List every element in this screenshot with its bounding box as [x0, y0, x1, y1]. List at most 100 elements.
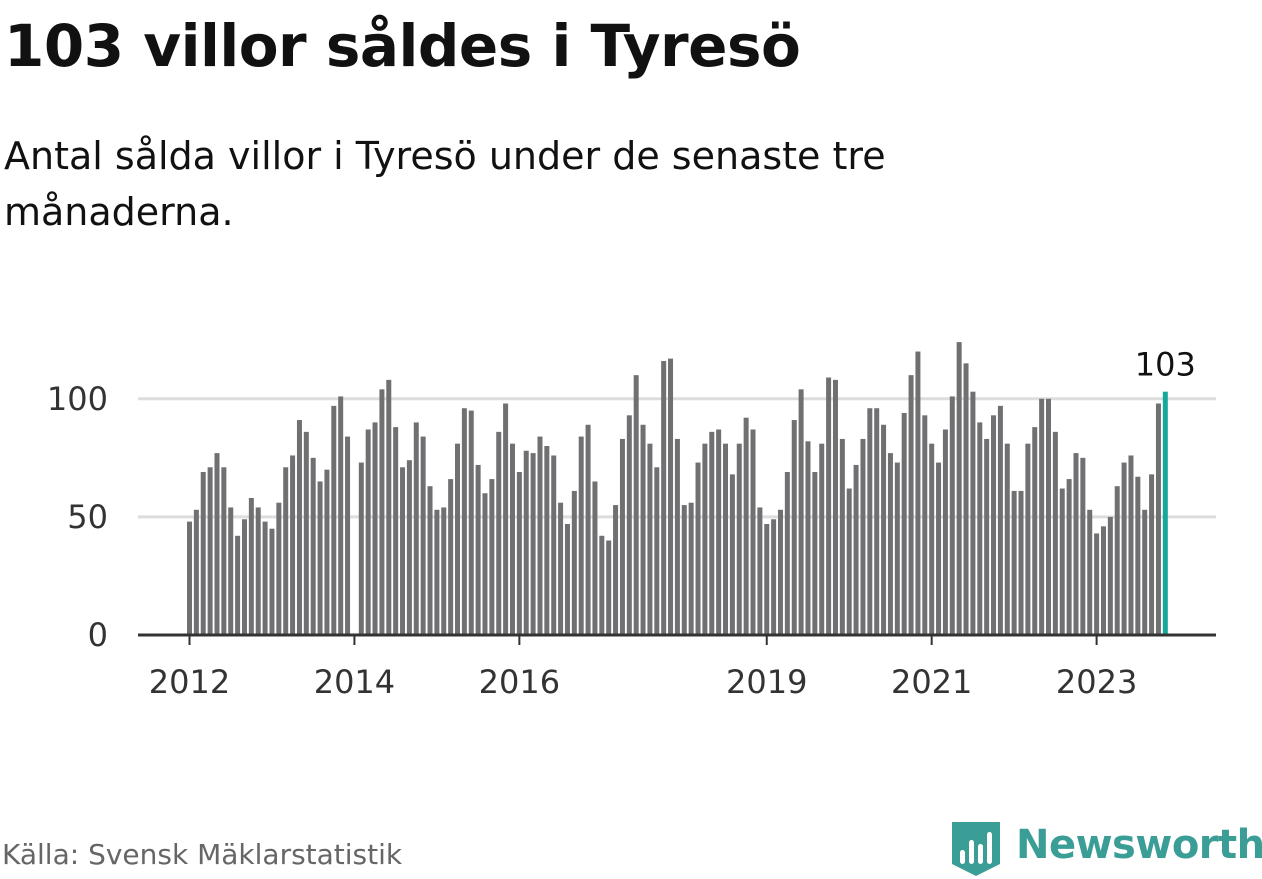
brand-name: Newsworthy: [1016, 822, 1262, 868]
bar: [640, 424, 646, 635]
bar: [1059, 488, 1065, 635]
bar: [400, 467, 406, 635]
bar: [1135, 476, 1141, 635]
bar: [523, 450, 529, 635]
bar: [949, 396, 955, 635]
bar: [881, 424, 887, 635]
bar: [991, 415, 997, 635]
bar: [1094, 533, 1100, 635]
bar: [310, 457, 316, 635]
bar: [255, 507, 261, 635]
bar: [262, 521, 268, 635]
bar: [1052, 431, 1058, 635]
bar: [331, 405, 337, 635]
bar: [839, 438, 845, 635]
bar-chart: 0 50 100 2012 2014 2016 2019 2021 2023 103: [47, 342, 1216, 701]
bar: [269, 528, 275, 635]
bar: [853, 464, 859, 635]
chart-title: 103 villor såldes i Tyresö: [4, 12, 801, 80]
x-axis: [138, 633, 1216, 645]
bar: [908, 375, 914, 635]
bar: [977, 422, 983, 635]
bar: [434, 509, 440, 635]
bar: [338, 396, 344, 635]
bar: [207, 467, 213, 635]
bar: [1004, 443, 1010, 635]
bar: [846, 488, 852, 635]
bar: [956, 342, 962, 635]
y-axis-labels: 0 50 100: [47, 380, 108, 654]
bar: [420, 436, 426, 635]
bar: [688, 502, 694, 635]
bar: [276, 502, 282, 635]
bar: [345, 436, 351, 635]
annotations: 103: [1135, 346, 1196, 384]
bar: [736, 443, 742, 635]
bar-highlight: [1162, 391, 1168, 635]
bar: [221, 467, 227, 635]
bar: [1155, 403, 1161, 635]
bar: [716, 429, 722, 635]
bar: [1073, 453, 1079, 635]
bar: [317, 481, 323, 635]
bar: [1100, 526, 1106, 635]
newsworthy-brand: Newsworthy: [950, 818, 1262, 878]
bar: [819, 443, 825, 635]
bar: [901, 412, 907, 635]
bar: [1142, 509, 1148, 635]
x-tick-label: 2014: [314, 663, 395, 701]
bar: [241, 519, 247, 635]
bar: [1149, 474, 1155, 635]
bar: [1046, 398, 1051, 635]
bar: [468, 410, 474, 635]
bar: [461, 408, 467, 635]
bar: [441, 507, 447, 635]
bar: [860, 438, 866, 635]
bar: [296, 420, 302, 635]
y-tick-label: 100: [47, 380, 108, 418]
bar: [475, 464, 481, 635]
bar: [805, 441, 811, 635]
bar: [826, 377, 832, 635]
bar: [537, 436, 543, 635]
bar: [709, 431, 715, 635]
bar: [200, 472, 206, 635]
bar: [702, 443, 708, 635]
bar: [578, 436, 584, 635]
bar: [516, 472, 522, 635]
bar: [984, 438, 990, 635]
bar: [1080, 457, 1086, 635]
bar: [1025, 443, 1031, 635]
bar: [723, 443, 729, 635]
bar: [606, 540, 612, 635]
bar: [1114, 486, 1120, 635]
bar: [915, 351, 921, 635]
bar: [695, 462, 701, 635]
bar: [894, 462, 900, 635]
bar: [970, 391, 976, 635]
bar: [455, 443, 461, 635]
bar: [290, 455, 296, 635]
bar: [1066, 479, 1072, 635]
bar: [1087, 509, 1093, 635]
x-axis-labels: 2012 2014 2016 2019 2021 2023: [149, 663, 1138, 701]
bar: [585, 424, 591, 635]
bar: [592, 481, 598, 635]
bar: [571, 490, 577, 635]
highlight-value-label: 103: [1135, 346, 1196, 384]
source-note: Källa: Svensk Mäklarstatistik: [2, 838, 403, 871]
bar: [283, 467, 289, 635]
bar: [393, 427, 399, 635]
bar: [681, 505, 687, 635]
bar: [193, 509, 199, 635]
bar: [358, 462, 364, 635]
bar: [187, 521, 192, 635]
bar: [303, 431, 309, 635]
bar: [771, 519, 777, 635]
bar: [599, 535, 605, 635]
bar: [228, 507, 234, 635]
bar: [214, 453, 220, 635]
bar: [558, 502, 564, 635]
bar: [661, 360, 667, 635]
newsworthy-logo-icon: [952, 822, 1000, 876]
